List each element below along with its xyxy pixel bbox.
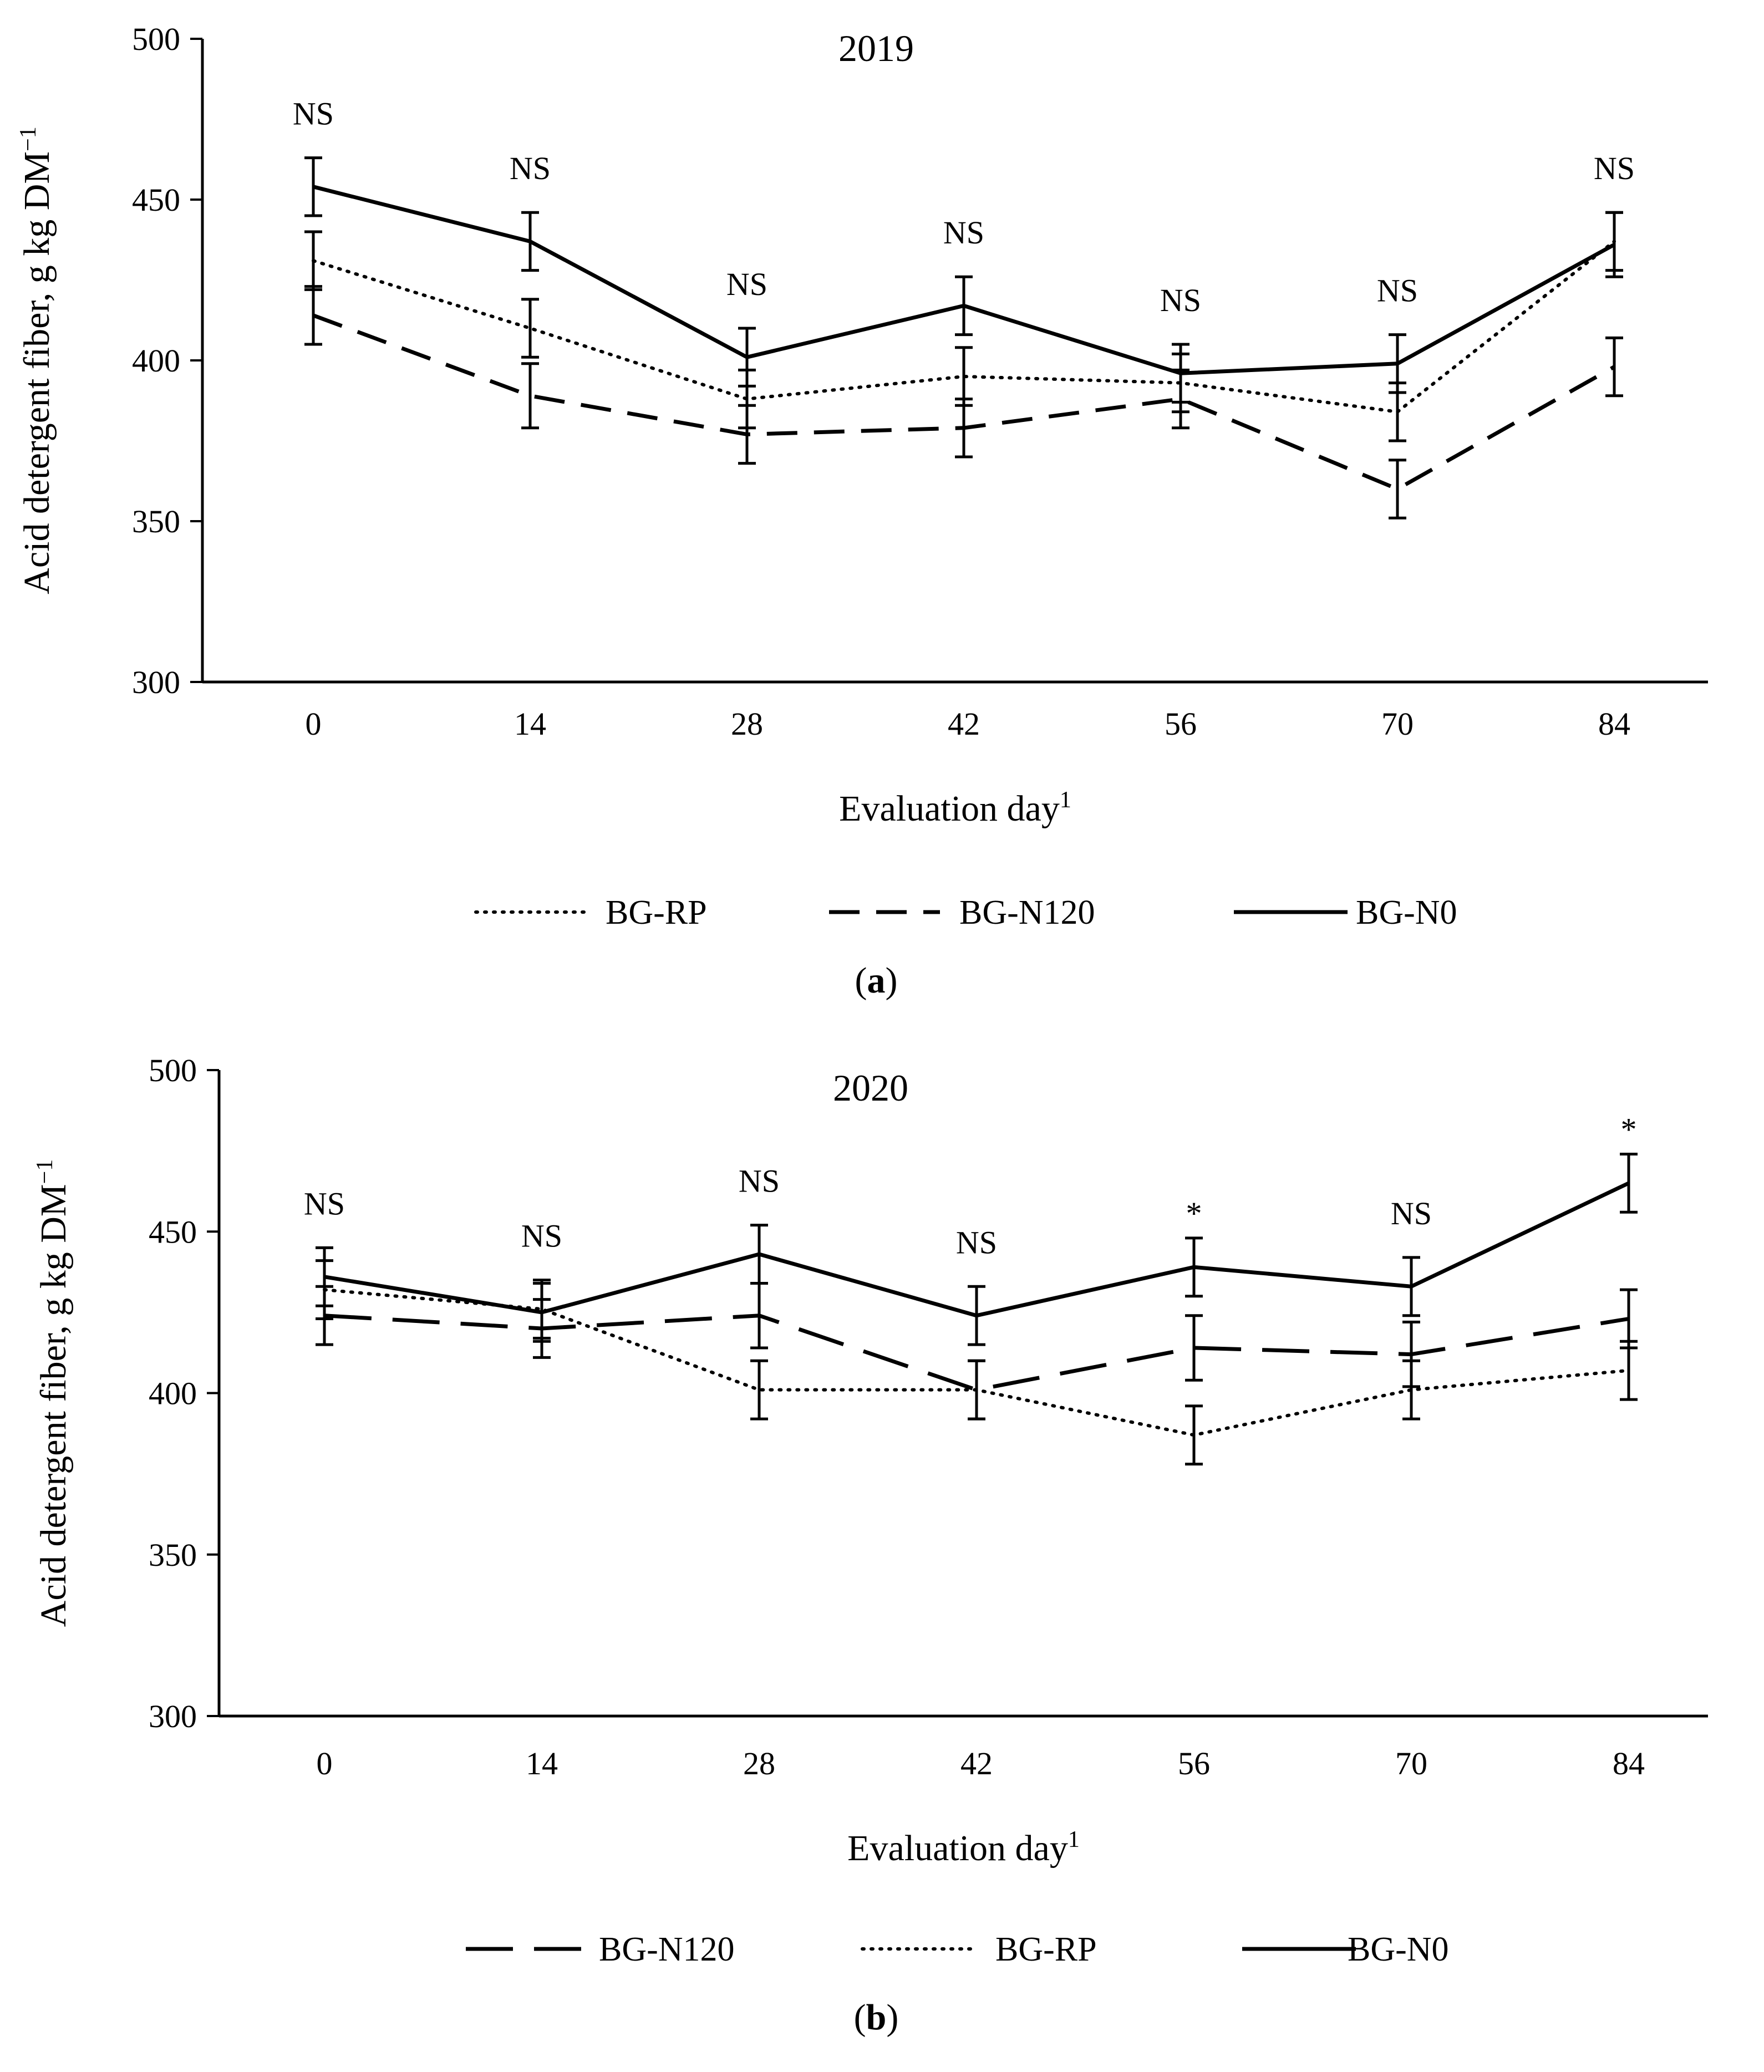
significance-label: NS <box>1594 150 1635 186</box>
legend-label: BG-N120 <box>599 1931 735 1968</box>
y-axis-title: Acid detergent fiber, g kg DM−1 <box>16 126 57 594</box>
chart-title: 2019 <box>838 27 914 69</box>
y-axis-title-superscript: −1 <box>32 1159 58 1184</box>
significance-label: NS <box>1160 282 1201 318</box>
x-tick-label: 42 <box>960 1745 993 1781</box>
significance-label: NS <box>739 1163 780 1199</box>
y-tick-label: 400 <box>132 343 180 379</box>
y-tick-label: 300 <box>149 1698 197 1734</box>
x-axis-title: Evaluation day1 <box>847 1827 1080 1869</box>
panel-letter: (a) <box>855 960 898 1001</box>
significance-label: NS <box>293 96 334 132</box>
legend-label: BG-N120 <box>959 894 1095 931</box>
x-axis-title-text: Evaluation day <box>839 788 1060 829</box>
x-tick-label: 0 <box>306 706 322 742</box>
x-tick-label: 56 <box>1178 1745 1210 1781</box>
panel-letter-close: ) <box>886 960 898 1001</box>
significance-label: NS <box>1391 1195 1432 1231</box>
panel-letter-open: ( <box>855 960 867 1001</box>
panel-letter-close: ) <box>886 1997 898 2038</box>
x-tick-label: 28 <box>743 1745 775 1781</box>
x-axis-title-superscript: 1 <box>1060 787 1071 813</box>
legend-label: BG-RP <box>995 1931 1097 1968</box>
significance-label: * <box>1186 1195 1202 1231</box>
x-tick-label: 70 <box>1381 706 1414 742</box>
y-axis-title: Acid detergent fiber, g kg DM−1 <box>32 1159 74 1627</box>
y-tick-label: 450 <box>132 182 180 218</box>
significance-label: NS <box>1377 273 1418 309</box>
panel-letter-text: a <box>867 960 886 1001</box>
panel-letter: (b) <box>854 1997 899 2038</box>
y-axis-title-text: Acid detergent fiber, g kg DM <box>33 1184 74 1627</box>
x-tick-label: 42 <box>948 706 980 742</box>
legend-label: BG-RP <box>606 894 707 931</box>
legend-label: BG-N0 <box>1348 1931 1449 1968</box>
x-tick-label: 28 <box>731 706 763 742</box>
panel-letter-text: b <box>866 1997 887 2038</box>
chart-panel-b: 300 350 400 450 500 0 14 28 42 56 70 84 Evaluation d… <box>32 1052 1708 2038</box>
significance-label: NS <box>521 1218 562 1254</box>
y-tick-label: 500 <box>149 1052 197 1088</box>
x-axis-title-superscript: 1 <box>1068 1827 1080 1852</box>
y-axis-title-superscript: −1 <box>16 126 41 151</box>
x-axis-title-text: Evaluation day <box>847 1828 1068 1869</box>
panel-letter-open: ( <box>854 1997 866 2038</box>
y-tick-label: 400 <box>149 1376 197 1412</box>
y-tick-label: 350 <box>149 1537 197 1573</box>
x-axis-title: Evaluation day1 <box>839 787 1071 829</box>
significance-label: NS <box>943 215 984 251</box>
significance-label: * <box>1621 1111 1637 1147</box>
y-tick-label: 450 <box>149 1214 197 1250</box>
significance-label: NS <box>304 1185 345 1221</box>
legend-label: BG-N0 <box>1356 894 1457 931</box>
x-tick-label: 0 <box>317 1745 333 1781</box>
significance-label: NS <box>510 150 551 186</box>
x-tick-label: 84 <box>1613 1745 1645 1781</box>
y-tick-label: 300 <box>132 664 180 700</box>
y-tick-label: 350 <box>132 503 180 539</box>
x-tick-label: 70 <box>1395 1745 1427 1781</box>
y-tick-label: 500 <box>132 21 180 57</box>
significance-label: NS <box>726 266 767 302</box>
chart-title: 2020 <box>833 1067 908 1109</box>
y-axis-title-text: Acid detergent fiber, g kg DM <box>17 151 57 594</box>
significance-label: NS <box>956 1224 997 1260</box>
x-tick-label: 56 <box>1165 706 1197 742</box>
chart-panel-a: 300 350 400 450 500 0 14 28 42 56 70 84 Evaluation d… <box>16 21 1708 1001</box>
x-tick-label: 84 <box>1598 706 1630 742</box>
x-tick-label: 14 <box>514 706 546 742</box>
x-tick-label: 14 <box>526 1745 558 1781</box>
